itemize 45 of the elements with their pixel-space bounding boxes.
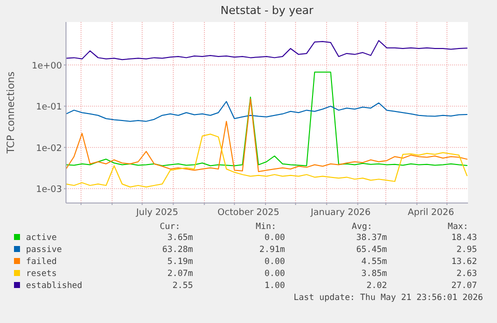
line-series xyxy=(66,134,468,188)
text: Max: xyxy=(448,222,468,232)
line-series xyxy=(66,98,468,172)
text: 2.07m xyxy=(167,269,193,279)
text: 63.28m xyxy=(162,245,193,255)
text: 27.07 xyxy=(451,281,477,291)
text: 18.43 xyxy=(451,233,477,243)
y-tick-label: 1e-02 xyxy=(36,144,62,154)
text: Last update: Thu May 21 23:56:01 2026 xyxy=(294,293,483,303)
y-tick-label: 1e-01 xyxy=(36,102,62,113)
text: 65.45m xyxy=(356,245,387,255)
line-series xyxy=(66,72,468,166)
text: 1.00 xyxy=(264,281,285,291)
text: Cur: xyxy=(160,222,180,232)
line-series xyxy=(66,101,468,122)
y-tick-label: 1e+00 xyxy=(32,61,62,72)
text: 3.65m xyxy=(167,233,193,243)
text: 0.00 xyxy=(264,257,285,267)
y-axis-title: TCP connections xyxy=(6,71,17,155)
legend-label: active xyxy=(26,233,57,243)
text: 5.19m xyxy=(167,257,193,267)
text: 3.85m xyxy=(361,269,387,279)
text: 2.95 xyxy=(456,245,477,255)
text: 0.00 xyxy=(264,269,285,279)
chart-title: Netstat - by year xyxy=(220,4,314,17)
text: 13.62 xyxy=(451,257,477,267)
x-tick-label: July 2025 xyxy=(135,208,178,218)
text: Avg: xyxy=(352,222,372,232)
text: 2.02 xyxy=(366,281,387,291)
x-tick-label: April 2026 xyxy=(408,208,454,218)
text: 2.63 xyxy=(456,269,477,279)
text: 38.37m xyxy=(356,233,387,243)
text: 4.55m xyxy=(361,257,387,267)
x-tick-label: January 2026 xyxy=(310,208,371,218)
legend-label: failed xyxy=(26,257,57,267)
text: 2.55 xyxy=(172,281,193,291)
legend-label: resets xyxy=(26,269,57,279)
legend-label: established xyxy=(26,281,82,291)
text: 0.00 xyxy=(264,233,285,243)
y-tick-label: 1e-03 xyxy=(36,185,62,196)
text: Min: xyxy=(256,222,276,232)
line-series xyxy=(66,40,468,60)
x-tick-label: October 2025 xyxy=(218,208,280,218)
legend-label: passive xyxy=(26,245,62,255)
text: 2.91m xyxy=(259,245,285,255)
